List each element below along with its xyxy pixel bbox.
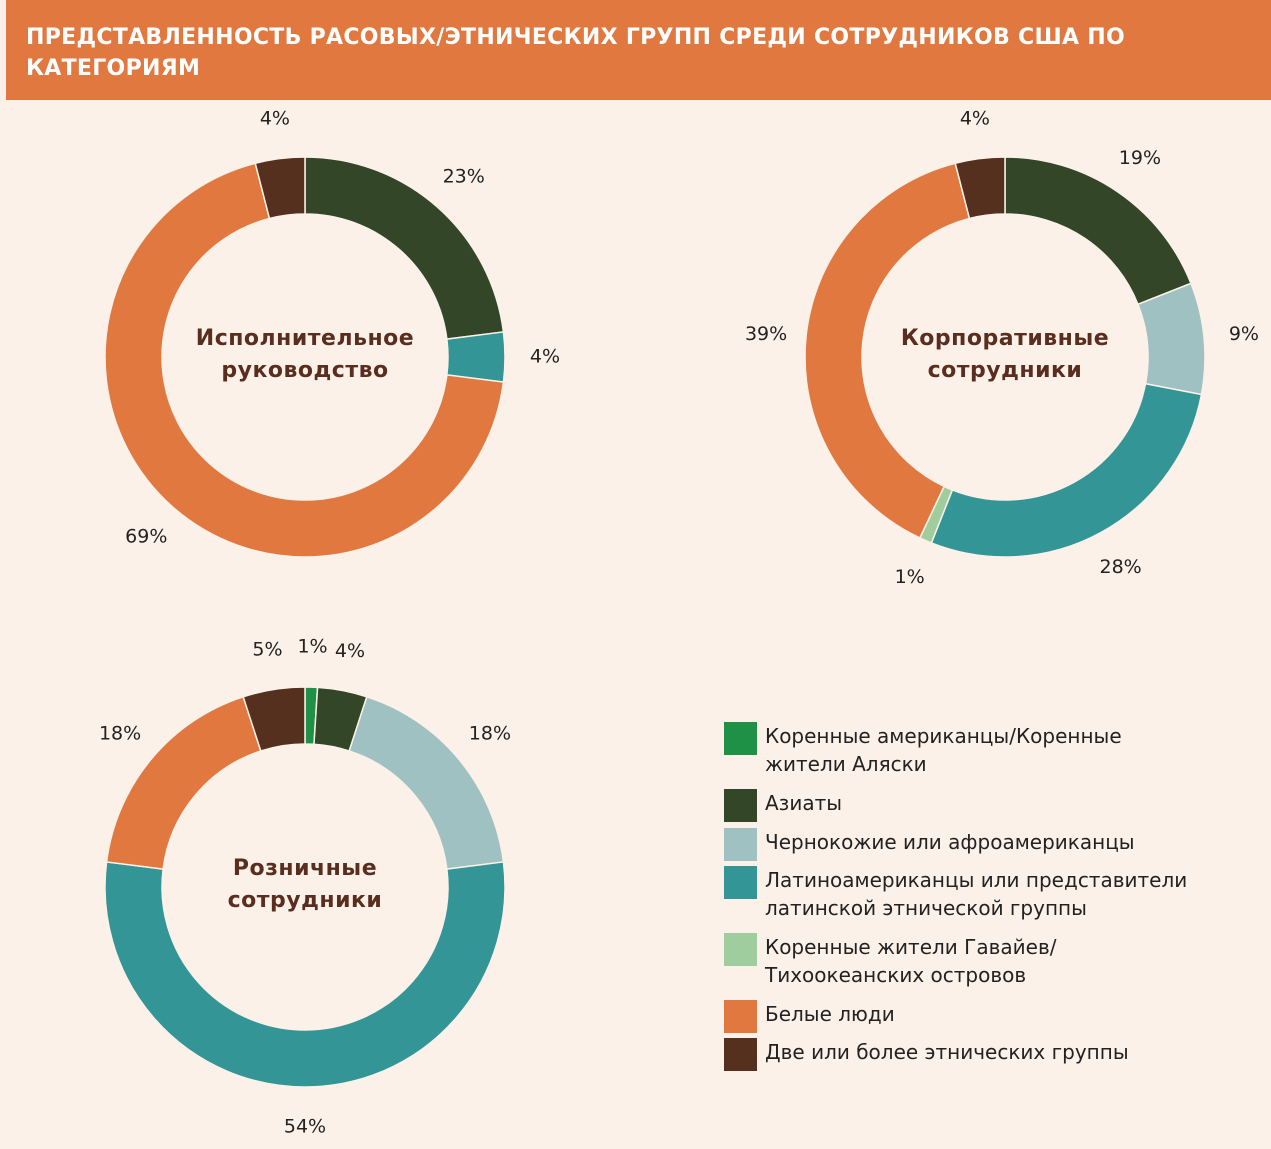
legend-swatch (724, 828, 757, 861)
legend-item: Белые люди (724, 1000, 1205, 1033)
legend-label: Азиаты (765, 791, 843, 815)
legend-item: Азиаты (724, 789, 1205, 822)
donut-segment (930, 382, 1203, 558)
legend-label: Коренные американцы/Коренные жители Аляс… (765, 724, 1122, 776)
donut-segment (954, 156, 1006, 220)
value-label: 23% (443, 165, 485, 187)
legend-label: Две или более этнических группы (765, 1040, 1129, 1064)
value-label: 4% (335, 640, 365, 662)
value-label: 28% (1100, 556, 1142, 578)
value-label: 18% (99, 723, 141, 745)
value-label: 19% (1119, 147, 1161, 169)
donut-segment (1136, 282, 1206, 396)
header (6, 0, 1271, 100)
value-label: 5% (252, 638, 282, 660)
legend-item: Коренные жители Гавайев/ Тихоокеанских о… (724, 933, 1205, 989)
donut-segment (1004, 156, 1192, 306)
value-label: 39% (745, 323, 787, 345)
value-label: 1% (297, 636, 327, 658)
legend-swatch (724, 933, 757, 966)
legend-swatch (724, 722, 757, 755)
legend-item: Коренные американцы/Коренные жители Аляс… (724, 722, 1205, 778)
legend-swatch (724, 1000, 757, 1033)
legend-label: Чернокожие или афроамериканцы (765, 830, 1135, 854)
center-label: Корпоративные сотрудники (900, 326, 1110, 383)
center-label: Розничные сотрудники (227, 856, 383, 913)
value-label: 69% (125, 526, 167, 548)
donut-segment (804, 162, 971, 539)
center-label: Исполнительное руководство (195, 326, 415, 383)
value-label: 4% (530, 346, 560, 368)
title: ПРЕДСТАВЛЕННОСТЬ РАСОВЫХ/ЭТНИЧЕСКИХ ГРУП… (26, 25, 1125, 81)
value-label: 54% (284, 1116, 326, 1138)
donut-segment (242, 686, 306, 752)
legend-swatch (724, 866, 757, 899)
legend-item: Латиноамериканцы или представители латин… (724, 866, 1205, 922)
legend-item: Чернокожие или афроамериканцы (724, 828, 1205, 861)
legend-swatch (724, 789, 757, 822)
donut-segment (254, 156, 306, 220)
value-label: 18% (469, 723, 511, 745)
legend-item: Две или более этнических группы (724, 1038, 1205, 1071)
value-label: 9% (1229, 323, 1259, 345)
legend-label: Латиноамериканцы или представители латин… (765, 868, 1188, 920)
legend-label: Белые люди (765, 1002, 895, 1026)
legend-swatch (724, 1038, 757, 1071)
value-label: 4% (960, 107, 990, 129)
donut-segment (104, 861, 506, 1088)
donut-segment (446, 331, 506, 383)
legend-label: Коренные жители Гавайев/ Тихоокеанских о… (765, 935, 1057, 987)
value-label: 1% (895, 566, 925, 588)
value-label: 4% (260, 107, 290, 129)
donut-segment (104, 162, 505, 558)
